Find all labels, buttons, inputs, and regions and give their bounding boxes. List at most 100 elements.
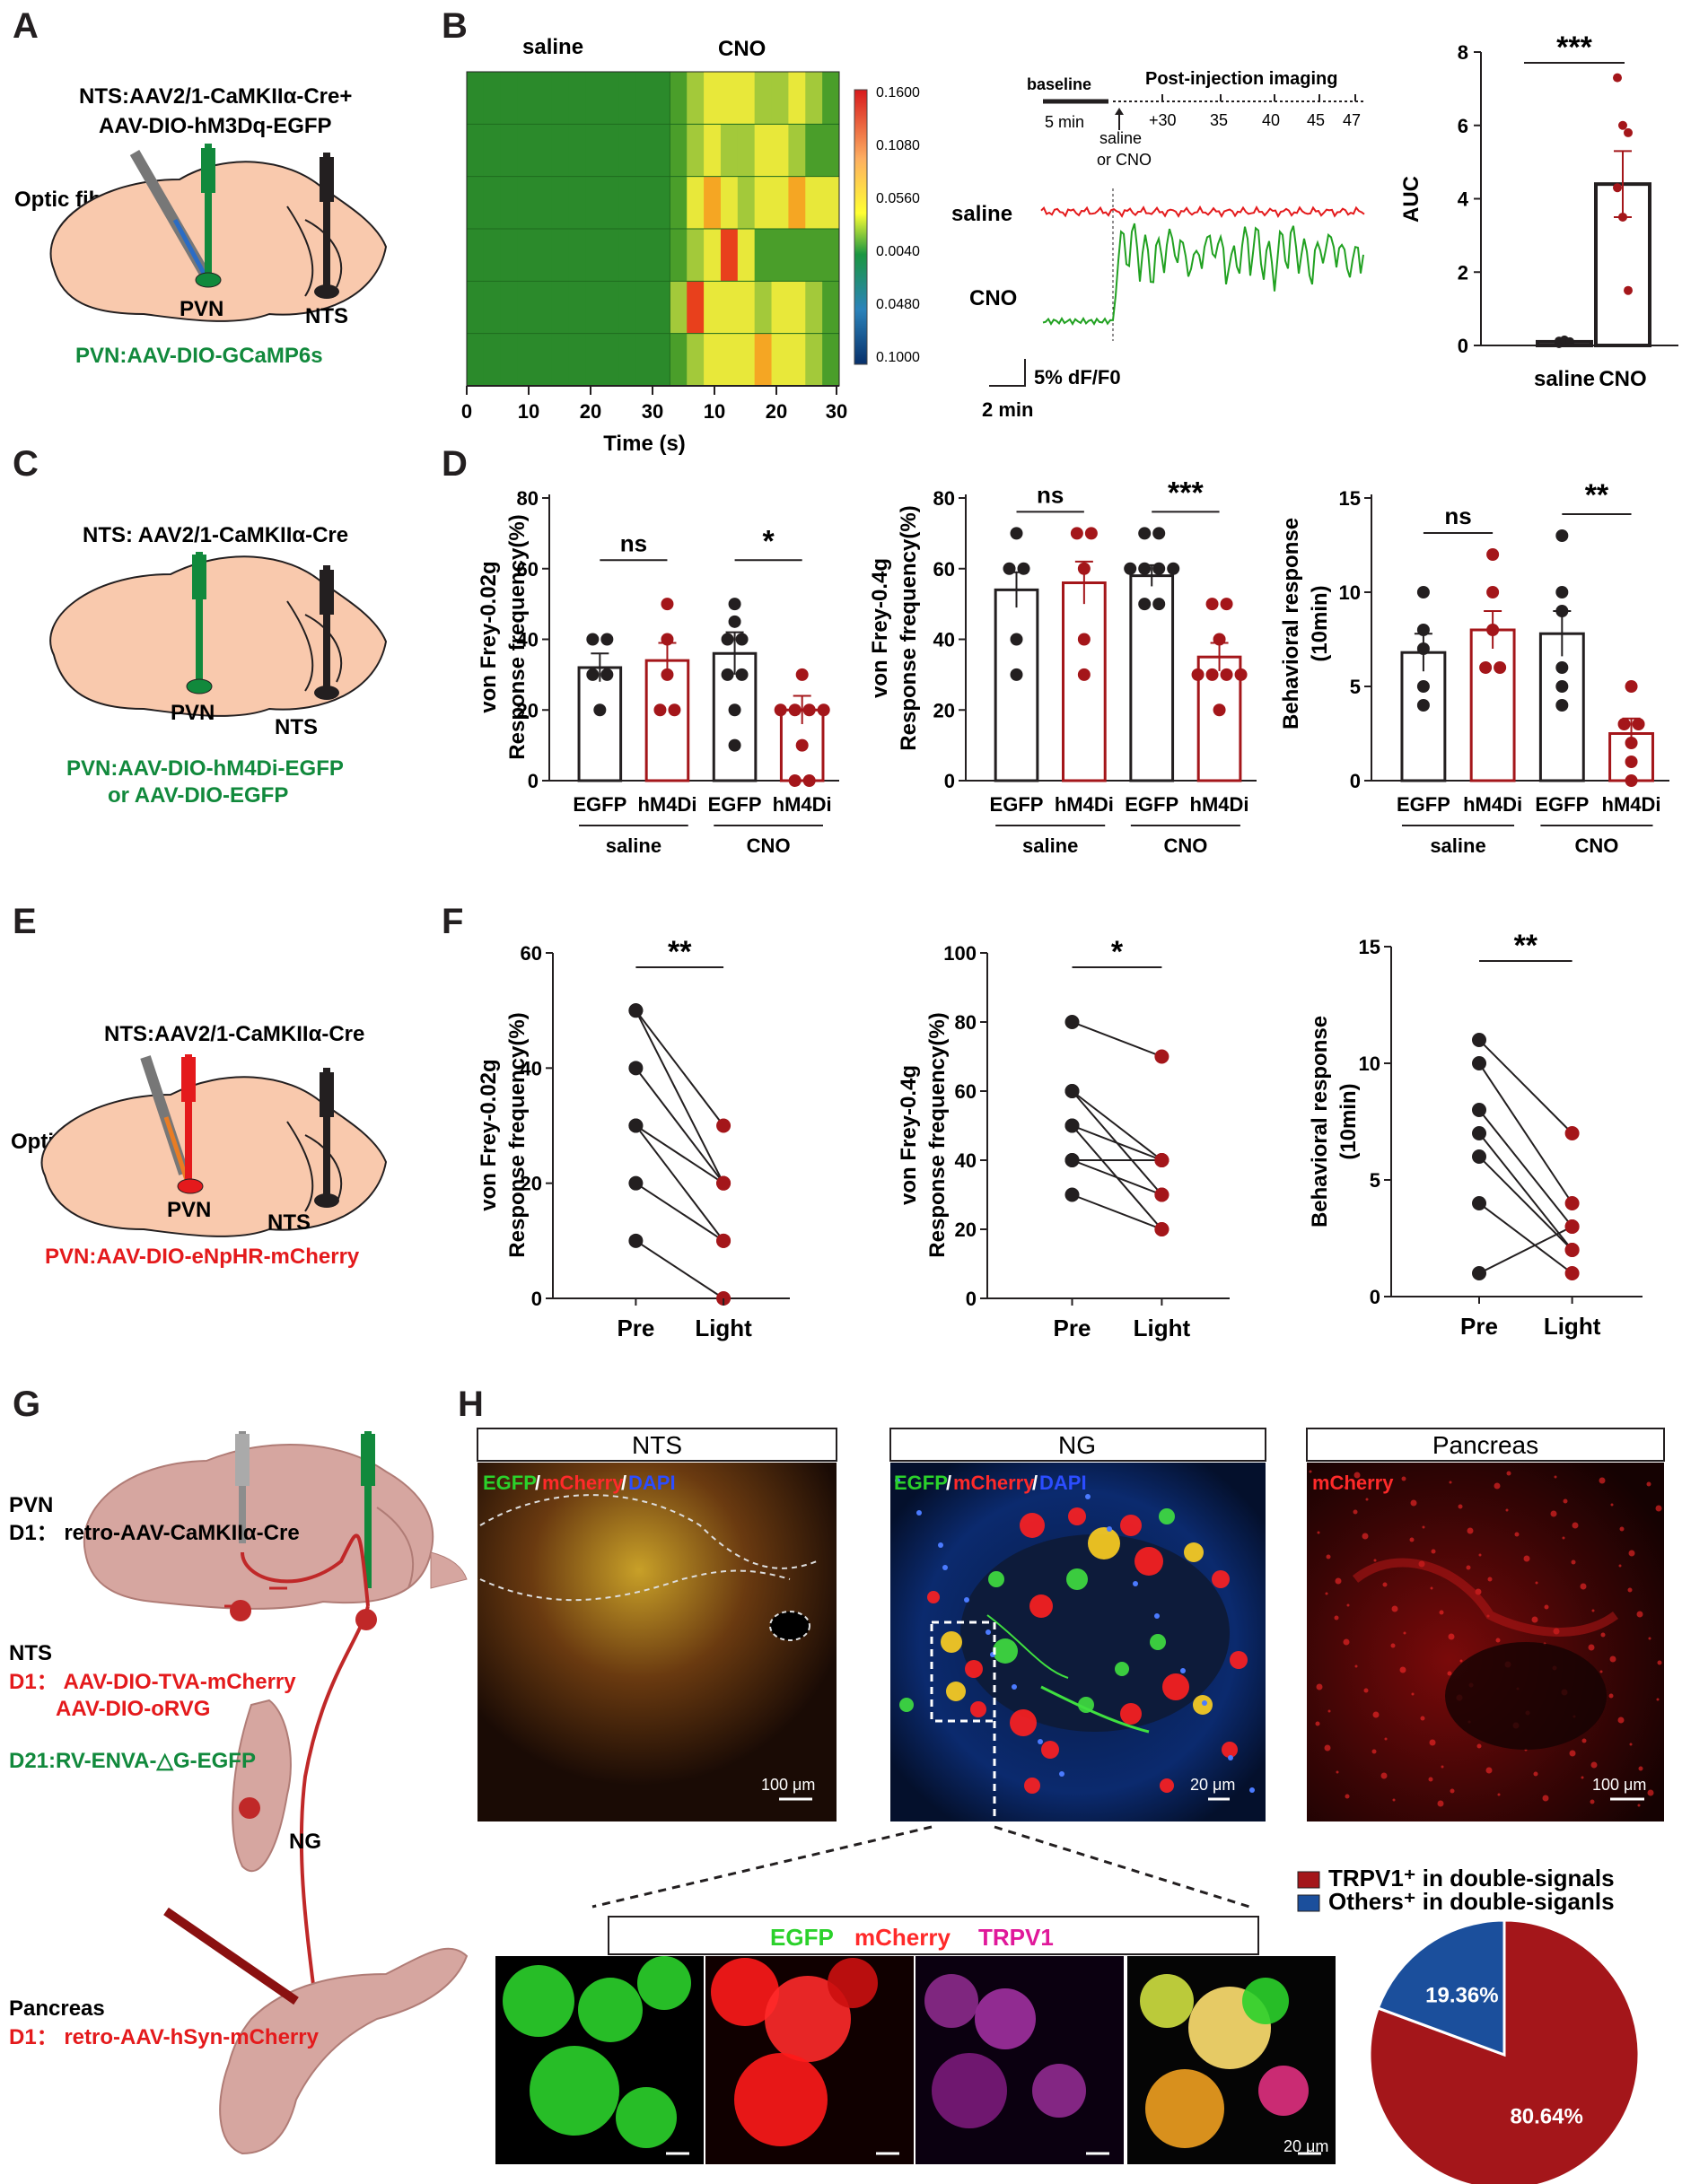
data-point: [1617, 718, 1631, 730]
y-tick-label: 0: [944, 770, 955, 792]
ng-nucleus: [1202, 1700, 1207, 1706]
inset-cell: [711, 1958, 779, 2026]
heatmap-cell: [483, 333, 502, 387]
pancreas-speckle: [1390, 1643, 1396, 1648]
data-point: [728, 598, 741, 611]
pancreas-speckle: [1627, 1587, 1633, 1593]
pre-point: [1472, 1126, 1486, 1140]
b-post-ticks: +30 35 40 45 47: [1149, 111, 1361, 129]
y-tick-label: 5: [1370, 1169, 1380, 1192]
f3-ylabel-a: Behavioral response: [1308, 1016, 1332, 1227]
y-tick-label: 40: [933, 629, 955, 651]
light-point: [1154, 1049, 1170, 1064]
heatmap-cell: [771, 72, 789, 125]
post-tick: +30: [1149, 111, 1177, 129]
pancreas-speckle: [1590, 1761, 1598, 1769]
pancreas-speckle: [1449, 1481, 1452, 1484]
y-tick-label: 0: [1370, 1286, 1380, 1308]
b-heat-cno-title: CNO: [718, 37, 766, 61]
d3-ylabel-a: Behavioral response: [1279, 518, 1303, 729]
panel-d-chart-2: 0 20 40 60 80 EGFP hM4Di EGFP hM4Di saline CNO ns **…: [933, 476, 1257, 857]
heatmap-cell: [670, 176, 688, 230]
heatmap-cell: [635, 124, 653, 178]
pancreas-speckle: [1478, 1553, 1482, 1557]
inset-cell: [1258, 2066, 1309, 2116]
ng-nucleus: [1180, 1668, 1186, 1673]
heatmap-cell: [500, 333, 519, 387]
pancreas-speckle: [1655, 1505, 1662, 1512]
e-brain-outline: [40, 1076, 388, 1237]
x-category-label: hM4Di: [1055, 793, 1114, 816]
pancreas-speckle: [1411, 1692, 1415, 1696]
h-slash: /: [1032, 1472, 1038, 1494]
heatmap-cell: [534, 281, 552, 335]
d3-ylabel-b: (10min): [1308, 585, 1332, 661]
group-label: CNO: [1163, 834, 1207, 857]
heat-xlabel: Time (s): [603, 432, 686, 456]
heatmap-cell: [635, 333, 653, 387]
inset-cell: [1140, 1974, 1194, 2028]
heatmap-cell: [788, 281, 806, 335]
data-point: [593, 703, 607, 717]
x-category-label: hM4Di: [637, 793, 696, 816]
y-tick-label: 60: [933, 558, 955, 581]
heatmap-cell: [517, 333, 535, 387]
pancreas-speckle: [1399, 1666, 1406, 1673]
heatmap-cell: [822, 72, 840, 125]
h-inset-tiles: [495, 1956, 1336, 2164]
panel-letter-a: A: [13, 6, 39, 46]
g-pancreas-d1: D1： retro-AAV-hSyn-mCherry: [9, 2025, 320, 2049]
auc-data-point: [1613, 73, 1622, 83]
x-category-label: hM4Di: [773, 793, 832, 816]
pancreas-speckle: [1372, 1711, 1380, 1718]
pancreas-speckle: [1514, 1532, 1520, 1537]
heatmap-cell: [704, 229, 722, 282]
significance-label: *: [1111, 935, 1124, 969]
heatmap-cell: [737, 124, 756, 178]
ng-nucleus: [895, 1478, 900, 1483]
panel-h: NTS NG Pancreas EGFP / mCherry / DAPI 10…: [477, 1428, 1665, 2184]
pancreas-speckle: [1353, 1509, 1358, 1515]
pancreas-speckle: [1554, 1475, 1557, 1479]
data-point: [1625, 756, 1638, 768]
data-point: [788, 774, 802, 787]
pre-point: [1472, 1196, 1486, 1210]
b-heat-saline-title: saline: [522, 35, 583, 59]
pair-line: [635, 1067, 724, 1184]
data-point: [1220, 668, 1233, 681]
pancreas-speckle: [1373, 1559, 1377, 1562]
data-point: [1205, 598, 1219, 611]
data-point: [802, 774, 816, 787]
ng-nucleus: [1249, 1787, 1255, 1793]
pre-point: [628, 1118, 644, 1133]
auc-data-point: [1624, 127, 1633, 137]
heatmap-cell: [551, 72, 569, 125]
heatmap-cell: [568, 333, 586, 387]
heatmap-cell: [551, 124, 569, 178]
panel-letter-d: D: [442, 444, 468, 484]
y-tick-label: 20: [521, 1173, 542, 1195]
heatmap-cell: [618, 124, 637, 178]
g-nodose-ganglion: [232, 1699, 292, 1873]
heatmap-cell: [720, 72, 739, 125]
heatmap-colorbar: [854, 89, 868, 365]
data-point: [1003, 562, 1016, 575]
heatmap-cell: [534, 333, 552, 387]
pie-slice-label: 19.36%: [1425, 1983, 1498, 2007]
h-ng-mcherry: mCherry: [953, 1472, 1035, 1494]
pancreas-speckle: [1588, 1644, 1595, 1651]
data-point: [600, 633, 614, 646]
heatmap-cell: [737, 333, 756, 387]
pair-line: [1071, 1090, 1163, 1161]
panel-a: NTS:AAV2/1-CaMKIIα-Cre+ AAV-DIO-hM3Dq-EG…: [14, 84, 388, 368]
auc-data-point: [1618, 120, 1627, 130]
heatmap-cell: [754, 333, 773, 387]
pancreas-speckle: [1345, 1794, 1350, 1799]
inset-cell: [1145, 2069, 1224, 2148]
pair-line: [1072, 1124, 1162, 1161]
ng-cell: [970, 1701, 986, 1717]
heatmap-cell: [670, 333, 688, 387]
h-ng-scale: 20 μm: [1190, 1776, 1235, 1794]
bar: [1129, 574, 1175, 782]
heatmap-cell: [534, 176, 552, 230]
